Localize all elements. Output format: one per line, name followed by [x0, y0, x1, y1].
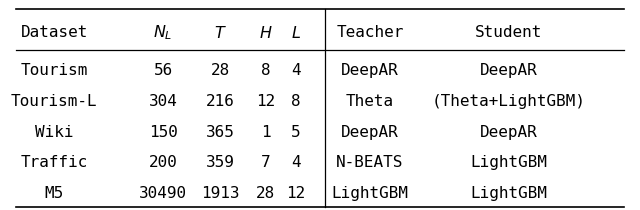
Text: 359: 359	[206, 155, 236, 170]
Text: 28: 28	[211, 63, 230, 78]
Text: Traffic: Traffic	[20, 155, 88, 170]
Text: Teacher: Teacher	[336, 25, 404, 40]
Text: 28: 28	[256, 186, 275, 201]
Text: 150: 150	[148, 125, 178, 140]
Text: 1: 1	[260, 125, 271, 140]
Text: 12: 12	[286, 186, 305, 201]
Text: $L$: $L$	[291, 25, 301, 41]
Text: Student: Student	[475, 25, 543, 40]
Text: Tourism-L: Tourism-L	[11, 94, 98, 109]
Text: Dataset: Dataset	[20, 25, 88, 40]
Text: LightGBM: LightGBM	[332, 186, 408, 201]
Text: LightGBM: LightGBM	[470, 186, 547, 201]
Text: 7: 7	[260, 155, 271, 170]
Text: N-BEATS: N-BEATS	[336, 155, 404, 170]
Text: DeepAR: DeepAR	[341, 63, 399, 78]
Text: $H$: $H$	[259, 25, 273, 41]
Text: 200: 200	[148, 155, 178, 170]
Text: DeepAR: DeepAR	[480, 63, 538, 78]
Text: DeepAR: DeepAR	[341, 125, 399, 140]
Text: Theta: Theta	[346, 94, 394, 109]
Text: $N_L$: $N_L$	[154, 23, 173, 42]
Text: 365: 365	[206, 125, 236, 140]
Text: 12: 12	[256, 94, 275, 109]
Text: M5: M5	[45, 186, 64, 201]
Text: 4: 4	[291, 155, 301, 170]
Text: Tourism: Tourism	[20, 63, 88, 78]
Text: $T$: $T$	[214, 25, 227, 41]
Text: 5: 5	[291, 125, 301, 140]
Text: Wiki: Wiki	[35, 125, 74, 140]
Text: 4: 4	[291, 63, 301, 78]
Text: 56: 56	[154, 63, 173, 78]
Text: 30490: 30490	[139, 186, 188, 201]
Text: 8: 8	[291, 94, 301, 109]
Text: 216: 216	[206, 94, 236, 109]
Text: 304: 304	[148, 94, 178, 109]
Text: (Theta+LightGBM): (Theta+LightGBM)	[432, 94, 586, 109]
Text: 8: 8	[260, 63, 271, 78]
Text: DeepAR: DeepAR	[480, 125, 538, 140]
Text: 1913: 1913	[202, 186, 240, 201]
Text: LightGBM: LightGBM	[470, 155, 547, 170]
